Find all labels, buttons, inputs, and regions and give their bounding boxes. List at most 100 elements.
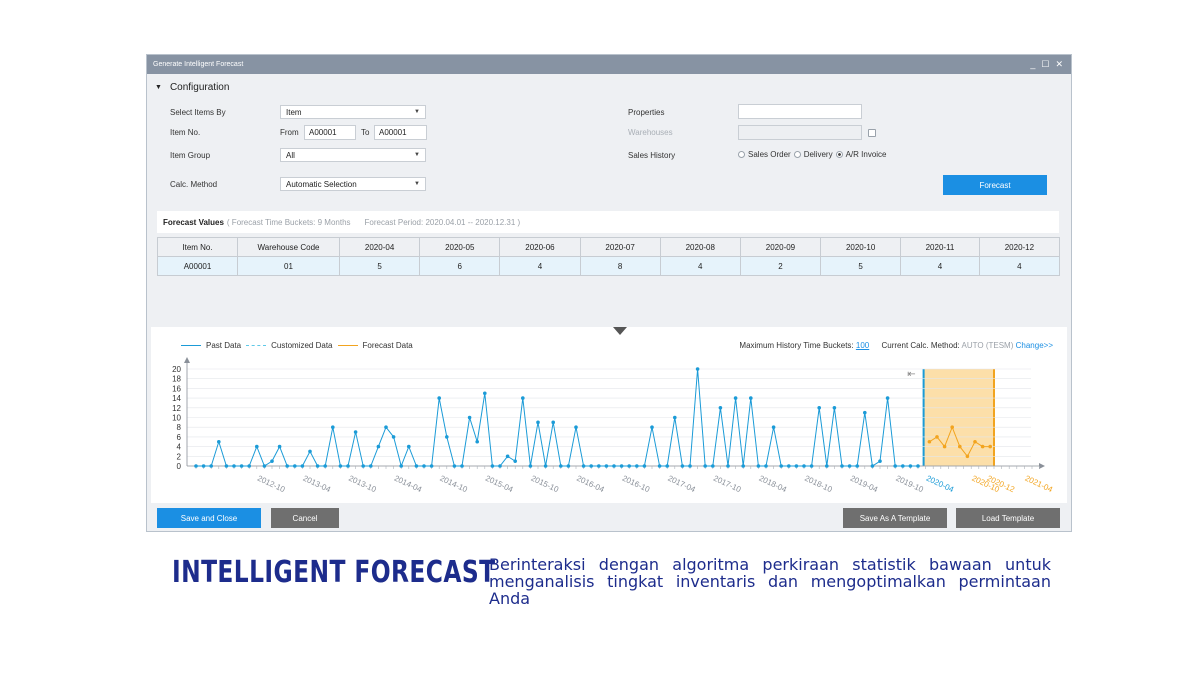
x-tick-label: 2015-04 <box>484 474 515 495</box>
forecast-data-point <box>965 454 970 459</box>
column-header[interactable]: Item No. <box>157 237 238 257</box>
calc-method-current-label: Current Calc. Method: <box>881 341 960 350</box>
past-data-point <box>445 435 449 439</box>
maximize-icon[interactable]: ☐ <box>1041 59 1050 69</box>
past-data-point <box>802 464 806 468</box>
past-data-point <box>262 464 267 468</box>
caption-title: INTELLIGENT FORECAST <box>172 555 496 590</box>
past-data-point <box>460 464 464 468</box>
past-data-point <box>893 464 897 468</box>
table-cell[interactable]: 5 <box>338 256 421 276</box>
warehouses-label: Warehouses <box>628 128 673 137</box>
past-data-point <box>270 459 274 463</box>
table-cell[interactable]: A00001 <box>157 256 238 276</box>
column-header[interactable]: 2020-11 <box>900 237 980 257</box>
x-tick-label: 2015-10 <box>530 474 561 495</box>
column-header[interactable]: 2020-10 <box>820 237 902 257</box>
column-header[interactable]: 2020-08 <box>659 237 741 257</box>
y-tick-label: 16 <box>172 384 181 393</box>
close-icon[interactable]: ✕ <box>1055 59 1063 69</box>
past-data-point <box>498 464 502 468</box>
past-data-point <box>551 420 555 425</box>
table-cell[interactable]: 01 <box>237 256 340 276</box>
radio-sales-order-label: Sales Order <box>748 150 791 159</box>
chart-options: Maximum History Time Buckets: 100 Curren… <box>739 341 1053 350</box>
forecast-data-point <box>980 444 985 449</box>
select-items-by-dropdown[interactable]: Item ▼ <box>280 105 426 119</box>
minimize-icon[interactable]: _ <box>1030 59 1036 69</box>
column-header[interactable]: 2020-12 <box>978 237 1061 257</box>
caption-text: Berinteraksi dengan algoritma perkiraan … <box>489 555 1051 608</box>
legend-forecast-line <box>337 345 358 346</box>
cancel-button[interactable]: Cancel <box>271 508 339 528</box>
past-data-point <box>308 449 312 454</box>
table-row[interactable]: A00001 01 5 6 4 8 4 2 5 4 4 <box>157 256 1061 276</box>
x-tick-label: 2017-10 <box>712 474 743 495</box>
past-data-point <box>855 464 859 468</box>
past-data-point <box>559 464 563 468</box>
sales-history-radio-group: Sales Order Delivery A/R Invoice <box>738 150 887 159</box>
calc-method-dropdown[interactable]: Automatic Selection ▼ <box>280 177 426 191</box>
y-tick-label: 0 <box>177 462 182 471</box>
radio-ar-invoice[interactable] <box>835 151 843 158</box>
column-header[interactable]: 2020-07 <box>579 237 661 257</box>
past-data-point <box>346 464 350 468</box>
x-tick-label: 2016-10 <box>621 474 652 495</box>
x-tick-label: 2016-04 <box>575 474 606 495</box>
forecast-data-point <box>935 435 939 439</box>
past-data-point <box>323 464 327 468</box>
column-header[interactable]: Warehouse Code <box>237 237 340 257</box>
past-data-point <box>908 464 913 468</box>
table-cell[interactable]: 5 <box>820 256 902 276</box>
forecast-values-table: Item No. Warehouse Code 2020-04 2020-05 … <box>157 237 1061 276</box>
configuration-header[interactable]: ▼ Configuration <box>147 74 1071 100</box>
past-data-point <box>407 444 411 449</box>
properties-input[interactable] <box>738 104 862 119</box>
column-header[interactable]: 2020-09 <box>739 237 822 257</box>
table-cell[interactable]: 4 <box>499 256 581 276</box>
table-cell[interactable]: 4 <box>900 256 980 276</box>
past-data-point <box>794 464 799 468</box>
column-header[interactable]: 2020-06 <box>499 237 581 257</box>
warehouses-checkbox[interactable] <box>868 129 876 137</box>
radio-sales-order[interactable] <box>738 151 745 158</box>
past-data-point <box>437 396 442 400</box>
collapse-triangle-icon[interactable] <box>613 327 627 335</box>
item-from-input[interactable]: A00001 <box>304 125 356 140</box>
max-history-label: Maximum History Time Buckets: <box>739 341 854 350</box>
table-cell[interactable]: 6 <box>419 256 501 276</box>
collapse-caret-icon[interactable]: ▼ <box>155 83 162 91</box>
max-history-value[interactable]: 100 <box>855 341 870 350</box>
table-cell[interactable]: 8 <box>579 256 661 276</box>
past-data-point <box>369 464 373 468</box>
forecast-buckets: ( Forecast Time Buckets: 9 Months <box>226 217 351 227</box>
change-link[interactable]: Change>> <box>1015 341 1053 350</box>
past-data-point <box>635 464 639 468</box>
past-data-point <box>513 459 517 463</box>
radio-delivery[interactable] <box>793 151 801 158</box>
save-as-template-button[interactable]: Save As A Template <box>843 508 947 528</box>
past-data-point <box>232 464 236 468</box>
past-data-point <box>536 420 540 425</box>
item-group-dropdown[interactable]: All ▼ <box>280 148 426 162</box>
forecast-data-point <box>958 444 962 449</box>
table-cell[interactable]: 2 <box>739 256 822 276</box>
past-data-point <box>733 396 738 400</box>
item-to-input[interactable]: A00001 <box>374 125 427 140</box>
past-data-point <box>391 435 396 439</box>
forecast-button[interactable]: Forecast <box>943 175 1047 195</box>
x-tick-label: 2014-04 <box>393 474 424 495</box>
load-template-button[interactable]: Load Template <box>956 508 1060 528</box>
past-data-point <box>878 459 882 463</box>
x-tick-label: 2017-04 <box>666 474 697 495</box>
column-header[interactable]: 2020-04 <box>338 237 421 257</box>
column-header[interactable]: 2020-05 <box>419 237 501 257</box>
past-data-point <box>521 396 525 400</box>
save-and-close-button[interactable]: Save and Close <box>157 508 261 528</box>
past-data-point <box>749 396 753 400</box>
configuration-label: Configuration <box>169 81 230 93</box>
x-tick-label: 2019-10 <box>894 474 925 495</box>
table-cell[interactable]: 4 <box>978 256 1061 276</box>
table-cell[interactable]: 4 <box>659 256 741 276</box>
